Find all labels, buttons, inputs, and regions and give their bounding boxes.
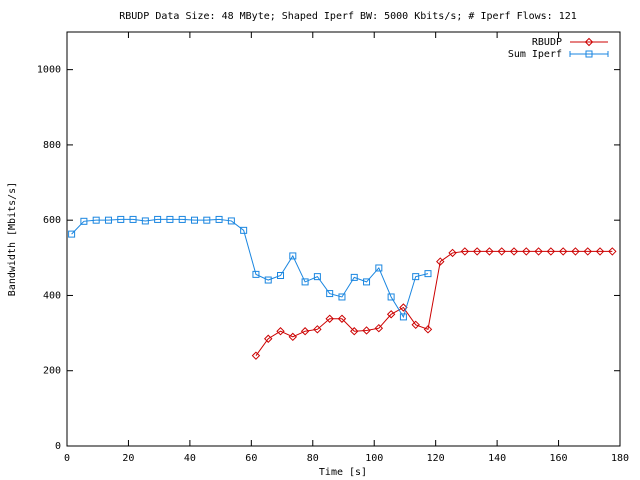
marker xyxy=(509,247,519,256)
marker xyxy=(595,247,605,256)
marker xyxy=(104,216,112,224)
marker xyxy=(338,293,346,301)
x-tick-label: 40 xyxy=(184,453,196,464)
marker xyxy=(460,247,470,256)
x-tick-label: 140 xyxy=(488,453,506,464)
marker xyxy=(190,216,198,224)
marker xyxy=(240,226,248,234)
marker xyxy=(337,314,347,323)
marker xyxy=(313,273,321,281)
marker xyxy=(68,230,76,238)
y-tick-label: 200 xyxy=(43,366,61,377)
plot-frame xyxy=(66,31,621,447)
marker xyxy=(300,327,310,336)
x-tick-label: 60 xyxy=(245,453,257,464)
marker xyxy=(448,248,457,258)
y-tick-label: 1000 xyxy=(37,65,61,76)
x-tick-label: 20 xyxy=(122,453,134,464)
series-line xyxy=(71,218,429,319)
marker xyxy=(608,247,617,256)
y-tick-label: 400 xyxy=(43,290,61,301)
marker xyxy=(264,276,272,284)
marker xyxy=(534,247,543,256)
marker xyxy=(363,278,371,286)
x-tick-label: 120 xyxy=(427,453,445,464)
marker xyxy=(497,247,506,256)
marker xyxy=(350,273,358,281)
x-tick-label: 180 xyxy=(611,453,629,464)
marker xyxy=(277,272,285,280)
marker xyxy=(386,310,396,319)
legend-label: RBUDP xyxy=(532,37,562,48)
marker xyxy=(154,215,162,223)
marker xyxy=(252,270,260,278)
marker xyxy=(325,314,334,323)
marker xyxy=(423,325,433,334)
marker xyxy=(411,320,420,330)
marker xyxy=(412,273,420,281)
marker xyxy=(178,215,186,223)
marker xyxy=(571,247,580,256)
marker xyxy=(374,323,384,333)
marker xyxy=(436,257,445,266)
marker xyxy=(522,247,531,256)
marker xyxy=(288,332,298,342)
marker xyxy=(326,290,334,298)
marker xyxy=(92,216,100,224)
marker xyxy=(424,270,432,278)
marker xyxy=(485,247,494,256)
series-line xyxy=(255,250,613,356)
marker xyxy=(375,264,383,272)
marker xyxy=(264,334,273,343)
x-tick-label: 80 xyxy=(307,453,319,464)
marker xyxy=(251,351,261,360)
legend-marker xyxy=(584,37,594,47)
marker xyxy=(399,313,407,321)
marker xyxy=(387,293,395,301)
y-tick-label: 800 xyxy=(43,140,61,151)
marker xyxy=(227,217,235,225)
marker xyxy=(129,215,137,223)
marker xyxy=(289,252,297,260)
marker xyxy=(203,216,211,224)
x-tick-label: 100 xyxy=(365,453,383,464)
y-axis-label: Bandwidth [Mbits/s] xyxy=(7,182,18,296)
y-tick-label: 0 xyxy=(55,441,61,452)
legend-label: Sum Iperf xyxy=(508,49,562,60)
marker xyxy=(583,247,592,256)
legend-marker xyxy=(585,50,593,58)
marker xyxy=(362,326,371,335)
marker xyxy=(166,215,174,223)
x-tick-label: 0 xyxy=(64,453,70,464)
marker xyxy=(399,303,408,312)
marker xyxy=(117,215,125,223)
marker xyxy=(546,247,556,256)
x-axis-label: Time [s] xyxy=(319,467,367,478)
chart-title: RBUDP Data Size: 48 MByte; Shaped Iperf … xyxy=(119,11,577,22)
marker xyxy=(350,327,359,336)
marker xyxy=(141,217,149,225)
marker xyxy=(472,247,482,256)
x-tick-label: 160 xyxy=(550,453,568,464)
marker xyxy=(301,278,309,286)
marker xyxy=(215,215,223,223)
marker xyxy=(558,247,568,256)
marker xyxy=(80,217,88,225)
marker xyxy=(313,325,322,334)
marker xyxy=(276,327,285,336)
y-tick-label: 600 xyxy=(43,215,61,226)
